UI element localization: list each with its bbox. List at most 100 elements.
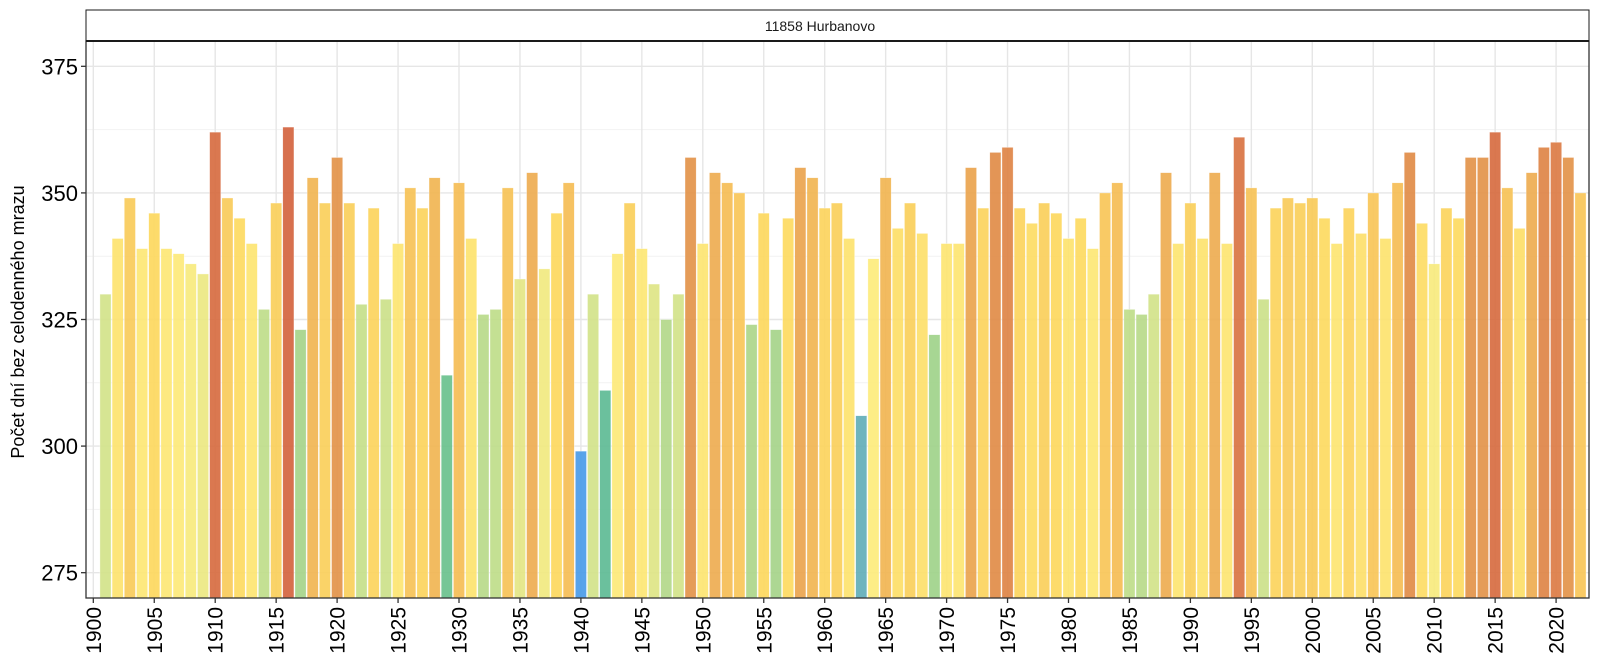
bar-1904 xyxy=(136,248,148,599)
bar-1971 xyxy=(952,243,965,599)
bar-1946 xyxy=(648,283,660,599)
bar-1953 xyxy=(733,192,746,599)
bar-2003 xyxy=(1342,207,1355,599)
x-tick-label: 1975 xyxy=(997,607,1020,654)
bar-1933 xyxy=(489,309,502,599)
x-tick-label: 1970 xyxy=(936,607,959,654)
bar-1923 xyxy=(367,207,380,599)
bar-1927 xyxy=(416,207,429,599)
bar-2010 xyxy=(1428,263,1441,599)
x-tick-label: 1915 xyxy=(266,607,289,654)
y-tick-label: 375 xyxy=(41,54,78,79)
bar-1937 xyxy=(538,268,551,599)
x-tick-label: 1990 xyxy=(1180,607,1203,654)
bar-1958 xyxy=(794,167,807,599)
x-tick-label: 2005 xyxy=(1363,607,1386,654)
bar-1964 xyxy=(867,258,880,599)
y-tick-label: 350 xyxy=(41,181,78,206)
bar-1944 xyxy=(623,202,636,599)
bar-1912 xyxy=(233,217,246,599)
bar-1967 xyxy=(904,202,916,599)
bar-2000 xyxy=(1306,197,1319,599)
bar-1921 xyxy=(343,202,356,599)
x-tick-label: 2015 xyxy=(1485,607,1508,654)
bar-1959 xyxy=(806,177,819,599)
bar-1903 xyxy=(123,197,136,599)
bar-1963 xyxy=(855,415,868,599)
bar-1942 xyxy=(599,390,612,599)
bar-1951 xyxy=(709,172,721,599)
bar-2014 xyxy=(1477,157,1489,599)
bar-1920 xyxy=(331,157,344,599)
bar-1968 xyxy=(916,233,929,599)
bar-2011 xyxy=(1440,207,1453,599)
bar-2005 xyxy=(1367,192,1380,599)
bar-1917 xyxy=(294,329,307,599)
bar-1976 xyxy=(1013,207,1026,599)
bar-1962 xyxy=(843,238,855,599)
bar-1906 xyxy=(160,248,173,599)
x-tick-label: 2010 xyxy=(1424,607,1447,654)
bar-1949 xyxy=(684,157,697,599)
bar-1989 xyxy=(1172,243,1185,599)
bar-1932 xyxy=(477,314,490,599)
bar-2013 xyxy=(1464,157,1477,599)
bar-2007 xyxy=(1391,182,1404,599)
bar-1914 xyxy=(258,309,270,599)
bar-1919 xyxy=(319,202,331,599)
bar-1928 xyxy=(428,177,441,599)
bar-1995 xyxy=(1245,187,1258,599)
bar-1998 xyxy=(1282,197,1294,599)
bar-1950 xyxy=(696,243,709,599)
x-tick-label: 1960 xyxy=(814,607,837,654)
bar-1983 xyxy=(1099,192,1111,599)
bar-1935 xyxy=(514,278,526,599)
bar-1901 xyxy=(99,293,112,599)
bar-1994 xyxy=(1233,136,1246,599)
bar-2008 xyxy=(1403,152,1416,599)
bar-1955 xyxy=(757,212,770,599)
bar-1969 xyxy=(928,334,941,599)
x-tick-label: 1930 xyxy=(449,607,472,654)
x-tick-label: 1995 xyxy=(1241,607,1264,654)
bar-2017 xyxy=(1513,228,1526,599)
bar-1929 xyxy=(440,374,453,599)
bar-1952 xyxy=(721,182,734,599)
bar-1939 xyxy=(562,182,575,599)
bar-1986 xyxy=(1135,314,1148,599)
bar-1957 xyxy=(782,217,795,599)
bar-1990 xyxy=(1184,202,1197,599)
bar-2018 xyxy=(1525,172,1538,599)
y-axis-label: Počet dní bez celodenného mrazu xyxy=(8,185,28,458)
x-tick-label: 1980 xyxy=(1058,607,1081,654)
x-tick-label: 2020 xyxy=(1546,607,1569,654)
bar-1934 xyxy=(501,187,514,599)
bar-1987 xyxy=(1147,293,1160,599)
bar-2020 xyxy=(1550,141,1562,599)
x-tick-label: 1925 xyxy=(388,607,411,654)
x-tick-label: 1940 xyxy=(570,607,593,654)
bar-1984 xyxy=(1111,182,1124,599)
bar-1982 xyxy=(1086,248,1099,599)
bar-2015 xyxy=(1489,131,1502,599)
y-axis: 275 300 325 350 375 xyxy=(41,54,86,586)
bar-1996 xyxy=(1257,298,1270,599)
x-tick-label: 1905 xyxy=(144,607,167,654)
bar-1988 xyxy=(1160,172,1172,599)
bar-1943 xyxy=(611,253,624,599)
bar-1947 xyxy=(660,319,673,599)
y-tick-label: 275 xyxy=(41,561,78,586)
bar-2006 xyxy=(1379,238,1392,599)
bar-1936 xyxy=(526,172,539,599)
x-tick-label: 1910 xyxy=(205,607,228,654)
x-tick-label: 1920 xyxy=(327,607,350,654)
bar-1913 xyxy=(245,243,258,599)
bar-1965 xyxy=(879,177,892,599)
x-tick-label: 1945 xyxy=(631,607,654,654)
bar-1948 xyxy=(672,293,685,599)
bar-2009 xyxy=(1416,222,1428,599)
bar-1960 xyxy=(818,207,831,599)
bar-1926 xyxy=(404,187,417,599)
bar-1909 xyxy=(197,273,209,599)
bar-1956 xyxy=(770,329,782,599)
